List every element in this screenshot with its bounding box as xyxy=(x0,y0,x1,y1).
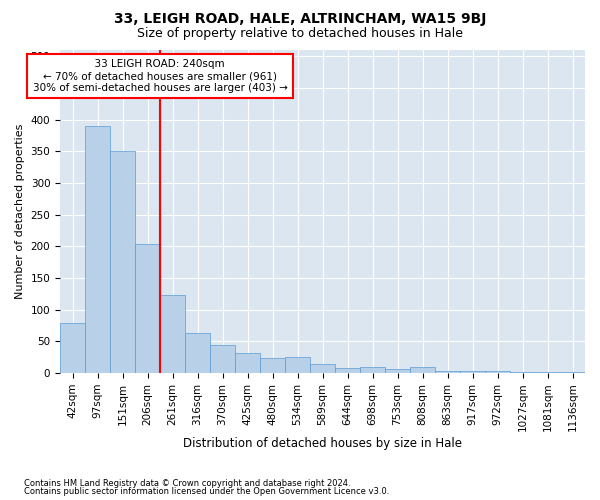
Bar xyxy=(185,333,210,373)
Bar xyxy=(335,368,360,373)
Bar xyxy=(560,372,585,373)
Bar xyxy=(460,371,485,373)
Bar xyxy=(410,366,435,373)
Text: Contains HM Land Registry data © Crown copyright and database right 2024.: Contains HM Land Registry data © Crown c… xyxy=(24,478,350,488)
Bar xyxy=(435,371,460,373)
Bar xyxy=(310,364,335,373)
Text: Size of property relative to detached houses in Hale: Size of property relative to detached ho… xyxy=(137,28,463,40)
Bar xyxy=(110,152,135,373)
Bar xyxy=(535,372,560,373)
Bar xyxy=(285,357,310,373)
Bar xyxy=(210,345,235,373)
X-axis label: Distribution of detached houses by size in Hale: Distribution of detached houses by size … xyxy=(183,437,462,450)
Bar xyxy=(160,295,185,373)
Bar xyxy=(360,368,385,373)
Bar xyxy=(510,372,535,373)
Bar xyxy=(485,371,510,373)
Bar xyxy=(85,126,110,373)
Text: 33 LEIGH ROAD: 240sqm  
← 70% of detached houses are smaller (961)
30% of semi-d: 33 LEIGH ROAD: 240sqm ← 70% of detached … xyxy=(32,60,287,92)
Text: 33, LEIGH ROAD, HALE, ALTRINCHAM, WA15 9BJ: 33, LEIGH ROAD, HALE, ALTRINCHAM, WA15 9… xyxy=(114,12,486,26)
Bar xyxy=(385,369,410,373)
Bar xyxy=(60,323,85,373)
Y-axis label: Number of detached properties: Number of detached properties xyxy=(15,124,25,299)
Bar xyxy=(135,244,160,373)
Bar xyxy=(235,352,260,373)
Bar xyxy=(260,358,285,373)
Text: Contains public sector information licensed under the Open Government Licence v3: Contains public sector information licen… xyxy=(24,487,389,496)
